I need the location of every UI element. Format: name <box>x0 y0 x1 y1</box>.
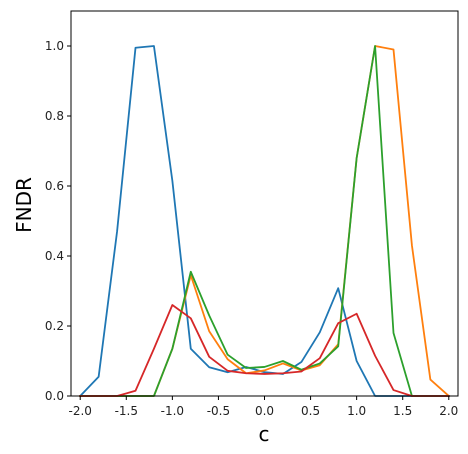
y-tick-label: 0.6 <box>45 179 64 193</box>
y-tick-label: 0.2 <box>45 319 64 333</box>
series-line-2 <box>79 45 451 398</box>
x-tick-label: 1.5 <box>393 404 412 418</box>
y-axis-label: FNDR <box>12 177 36 233</box>
x-tick-label: 0.0 <box>255 404 274 418</box>
plot-frame <box>70 10 459 397</box>
axes-layer: -2.0 -1.5 -1.0 -0.5 0.0 0.5 1.0 1.5 2.0 0.0 0.2 0.4… <box>45 10 459 418</box>
series-layer <box>78 45 451 398</box>
series-line-3 <box>79 45 450 397</box>
x-tick-label: 2.0 <box>439 404 458 418</box>
x-tick-label: -0.5 <box>207 404 230 418</box>
x-tick-label: -1.0 <box>161 404 184 418</box>
y-tick-label: 0.0 <box>45 389 64 403</box>
x-axis-label: c <box>259 422 270 446</box>
y-tick-label: 0.4 <box>45 249 64 263</box>
y-tick-label: 1.0 <box>45 39 64 53</box>
x-tick-label: -2.0 <box>69 404 92 418</box>
series-line-1 <box>78 45 450 398</box>
y-tick-label: 0.8 <box>45 109 64 123</box>
x-tick-label: -1.5 <box>115 404 138 418</box>
x-tick-label: 0.5 <box>301 404 320 418</box>
series-line-4 <box>79 304 450 397</box>
x-tick-label: 1.0 <box>347 404 366 418</box>
